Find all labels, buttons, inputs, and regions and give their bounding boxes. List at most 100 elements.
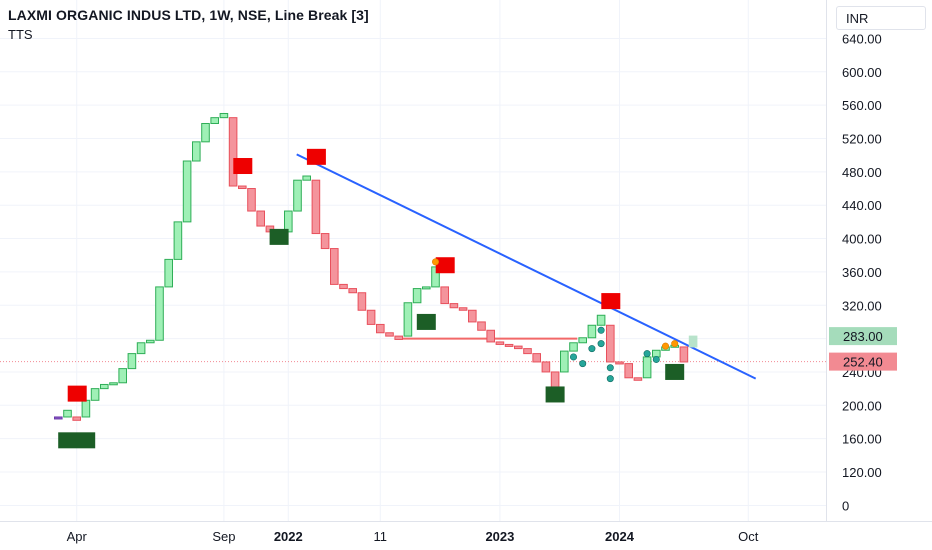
chart-title: LAXMI ORGANIC INDUS LTD, 1W, NSE, Line B… (8, 7, 369, 23)
y-tick-label: 560.00 (842, 98, 882, 113)
brick-up (100, 383, 109, 390)
brick-down (514, 345, 523, 350)
y-tick-label: 0 (842, 499, 849, 514)
brick-down (238, 185, 247, 190)
signal-dot (597, 340, 605, 348)
buy-signal-marker (269, 228, 289, 245)
brick-up (302, 175, 311, 181)
brick-up (63, 409, 72, 418)
x-tick-label: 2023 (485, 529, 514, 544)
brick-up (210, 117, 219, 124)
y-tick-label: 320.00 (842, 298, 882, 313)
time-axis[interactable]: Apr Sep 2022 11 2023 2024 Oct (0, 521, 932, 545)
x-tick-label: 2022 (274, 529, 303, 544)
brick-up (219, 112, 229, 119)
brick-down (394, 335, 403, 340)
brick-down (458, 307, 468, 311)
y-tick-label: 640.00 (842, 31, 882, 46)
brick-up (403, 302, 413, 337)
brick-down (339, 283, 348, 290)
brick-up (569, 342, 578, 352)
grid (0, 0, 826, 521)
brick-up (136, 342, 146, 355)
annotation-lines (0, 153, 826, 380)
current-price-tag (829, 352, 897, 371)
brick-down (633, 377, 643, 381)
signal-dot (661, 342, 669, 350)
brick-up (431, 266, 440, 288)
indicator-label: TTS (8, 27, 33, 42)
brick-down (504, 343, 514, 347)
brick-down (532, 353, 542, 363)
signal-dot (606, 375, 614, 383)
brick-up (146, 339, 155, 344)
brick-up (127, 353, 137, 370)
brick-up (422, 286, 431, 290)
brick-down (311, 179, 321, 235)
brick-up (164, 258, 173, 288)
brick-up (284, 210, 293, 233)
brick-up (173, 221, 183, 260)
brick-down (247, 188, 256, 212)
signal-dot (652, 355, 660, 363)
brick-down (366, 309, 376, 325)
brick-down (486, 329, 495, 343)
brick-down (679, 346, 689, 363)
brick-down (449, 303, 459, 309)
forecast-price-tag (829, 327, 897, 346)
brick-down (385, 332, 394, 337)
brick-down (348, 288, 357, 294)
brick-up (118, 368, 128, 384)
y-tick-label: 120.00 (842, 465, 882, 480)
brick-down (523, 348, 532, 355)
brick-up (182, 160, 192, 223)
trendline (296, 153, 757, 380)
buy-signal-marker (665, 363, 685, 380)
brick-up (109, 382, 118, 386)
brick-down (541, 361, 551, 373)
y-tick-label: 520.00 (842, 132, 882, 147)
forecast-price-label: 283.00 (843, 329, 883, 344)
y-tick-label: 600.00 (842, 65, 882, 80)
brick-up (652, 349, 661, 358)
brick-up (90, 388, 100, 401)
signal-dot (597, 326, 605, 334)
y-tick-label: 480.00 (842, 165, 882, 180)
signal-dot (569, 353, 577, 361)
brick-up (155, 286, 164, 341)
current-price-label: 252.40 (843, 355, 883, 370)
brick-up (81, 399, 91, 418)
brick-down (228, 117, 238, 187)
buy-signal-marker (58, 432, 96, 449)
brick-up (642, 356, 652, 379)
brick-down (468, 309, 477, 323)
y-tick-label: 360.00 (842, 265, 882, 280)
brick-down (256, 210, 265, 227)
currency-button[interactable]: INR (836, 6, 926, 30)
brick-down (550, 371, 560, 390)
sell-signal-marker (67, 385, 87, 402)
y-tick-label: 400.00 (842, 232, 882, 247)
brick-up (293, 179, 302, 212)
y-tick-label: 160.00 (842, 432, 882, 447)
x-tick-label: Sep (212, 529, 235, 544)
y-tick-label: 440.00 (842, 198, 882, 213)
brick-down (440, 286, 449, 305)
brick-up (596, 314, 606, 326)
x-tick-label: Apr (67, 529, 88, 544)
buy-signal-marker (545, 386, 565, 403)
brick-down (624, 363, 634, 379)
signal-dot (579, 360, 587, 368)
brick-down (330, 248, 339, 285)
sell-signal-marker (435, 257, 455, 274)
y-tick-label: 200.00 (842, 398, 882, 413)
brick-forecast (688, 335, 698, 348)
brick-mark (54, 416, 63, 420)
signal-dot (643, 350, 651, 358)
signal-dot (671, 340, 679, 348)
sell-signal-marker (306, 148, 326, 165)
price-axis[interactable]: 0120.00160.00200.00240.00280.00320.00360… (826, 0, 898, 521)
brick-down (615, 361, 624, 365)
brick-down (477, 321, 486, 331)
